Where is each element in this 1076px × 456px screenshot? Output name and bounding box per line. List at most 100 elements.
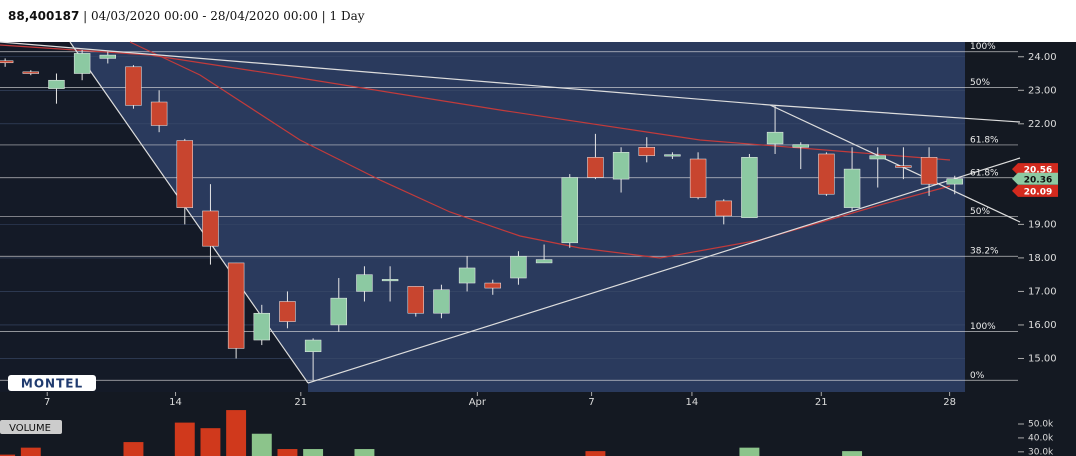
interval: 1 Day	[329, 9, 365, 23]
candle-body	[664, 154, 681, 157]
logo: MONTEL	[21, 377, 83, 391]
volume-bar	[842, 451, 863, 456]
candle-body	[150, 101, 168, 126]
price-tag	[1012, 172, 1058, 185]
volume-bar	[585, 451, 606, 456]
moving-average	[129, 41, 951, 259]
trend-line	[769, 104, 1021, 223]
candle-body	[0, 60, 14, 64]
logo-box	[8, 375, 96, 391]
volume-bar	[354, 449, 375, 456]
price-tag-label: 20.36	[1024, 175, 1052, 185]
volume-tick-label: 50.0k	[1028, 420, 1054, 430]
candle-body	[715, 200, 732, 217]
volume-bar	[277, 449, 298, 456]
moving-average	[0, 44, 951, 161]
candle-body	[253, 312, 270, 341]
volume-bar	[251, 433, 272, 456]
fib-label: 0%	[970, 371, 985, 381]
trend-line	[0, 41, 771, 106]
fib-label: 100%	[970, 42, 996, 52]
candle-body	[484, 282, 501, 289]
candle-body	[356, 274, 373, 292]
volume-bar	[303, 449, 324, 456]
candle-body	[48, 79, 65, 89]
volume-bar	[739, 447, 760, 456]
candle-body	[818, 153, 835, 195]
price-tag-label: 20.56	[1024, 166, 1052, 176]
x-tick-label: 28	[943, 397, 956, 408]
candle-body	[510, 255, 527, 279]
candle-body	[99, 54, 116, 59]
candle-body	[381, 279, 399, 282]
volume-bar	[200, 428, 221, 456]
volume-tick-label: 40.0k	[1028, 433, 1054, 443]
candle-body	[843, 168, 861, 208]
volume-bar	[226, 410, 247, 456]
y-tick-label: 22.00	[1028, 119, 1057, 130]
volume-label: VOLUME	[9, 423, 51, 434]
y-tick-label: 18.00	[1028, 253, 1057, 264]
fib-label: 38.2%	[970, 247, 999, 257]
volume-label-box	[0, 420, 62, 434]
fib-label: 50%	[970, 78, 990, 88]
y-tick-label: 16.00	[1028, 320, 1057, 331]
candle-body	[741, 157, 758, 218]
candle-body	[279, 301, 296, 322]
y-tick-label: 23.00	[1028, 85, 1057, 96]
candle-body	[227, 262, 245, 349]
candle-body	[920, 157, 938, 185]
candle-body	[535, 259, 553, 264]
fib-label: 50%	[970, 207, 990, 217]
title: 88,400187	[8, 9, 80, 23]
candle-body	[330, 297, 347, 326]
date-range: 04/03/2020 00:00 - 28/04/2020 00:00	[91, 9, 318, 23]
volume-bar	[0, 454, 16, 456]
x-tick-label: Apr	[469, 397, 487, 408]
volume-bar	[20, 447, 41, 456]
candle-body	[458, 267, 476, 284]
candle-body	[792, 144, 809, 148]
candle-body	[176, 140, 193, 208]
trend-line	[769, 104, 1021, 123]
fib-label: 61.8%	[970, 135, 999, 145]
candle-body	[612, 152, 630, 180]
x-tick-label: 21	[815, 397, 828, 408]
candle-body	[946, 178, 963, 185]
x-tick-label: 7	[588, 397, 594, 408]
y-tick-label: 17.00	[1028, 286, 1057, 297]
candle-body	[561, 177, 578, 244]
volume-bar	[174, 422, 195, 456]
price-tag	[1012, 163, 1058, 176]
candle-body	[22, 71, 40, 74]
candle-body	[895, 165, 912, 168]
volume-tick-label: 30.0k	[1028, 447, 1054, 456]
candle-body	[73, 53, 91, 74]
x-tick-label: 14	[169, 397, 182, 408]
fib-label: 100%	[970, 322, 996, 332]
candle-body	[869, 155, 886, 160]
candle-body	[433, 289, 450, 314]
x-tick-label: 14	[686, 397, 699, 408]
volume-bar	[123, 442, 144, 456]
x-tick-label: 21	[294, 397, 307, 408]
candle-body	[689, 158, 707, 198]
candle-body	[304, 339, 322, 353]
price-tag	[1012, 184, 1058, 197]
fib-label: 61.8%	[970, 168, 999, 178]
y-tick-label: 24.00	[1028, 52, 1057, 63]
candle-body	[125, 66, 142, 106]
header: 88,400187 | 04/03/2020 00:00 - 28/04/202…	[8, 9, 365, 23]
candle-body	[766, 131, 784, 145]
trend-line	[307, 157, 1021, 384]
candle-body	[202, 210, 219, 247]
price-tag-label: 20.09	[1024, 187, 1052, 197]
y-tick-label: 15.00	[1028, 353, 1057, 364]
candle-body	[638, 147, 655, 156]
y-tick-label: 19.00	[1028, 219, 1057, 230]
candle-body	[587, 157, 604, 178]
candle-body	[407, 286, 424, 314]
x-tick-label: 7	[44, 397, 50, 408]
